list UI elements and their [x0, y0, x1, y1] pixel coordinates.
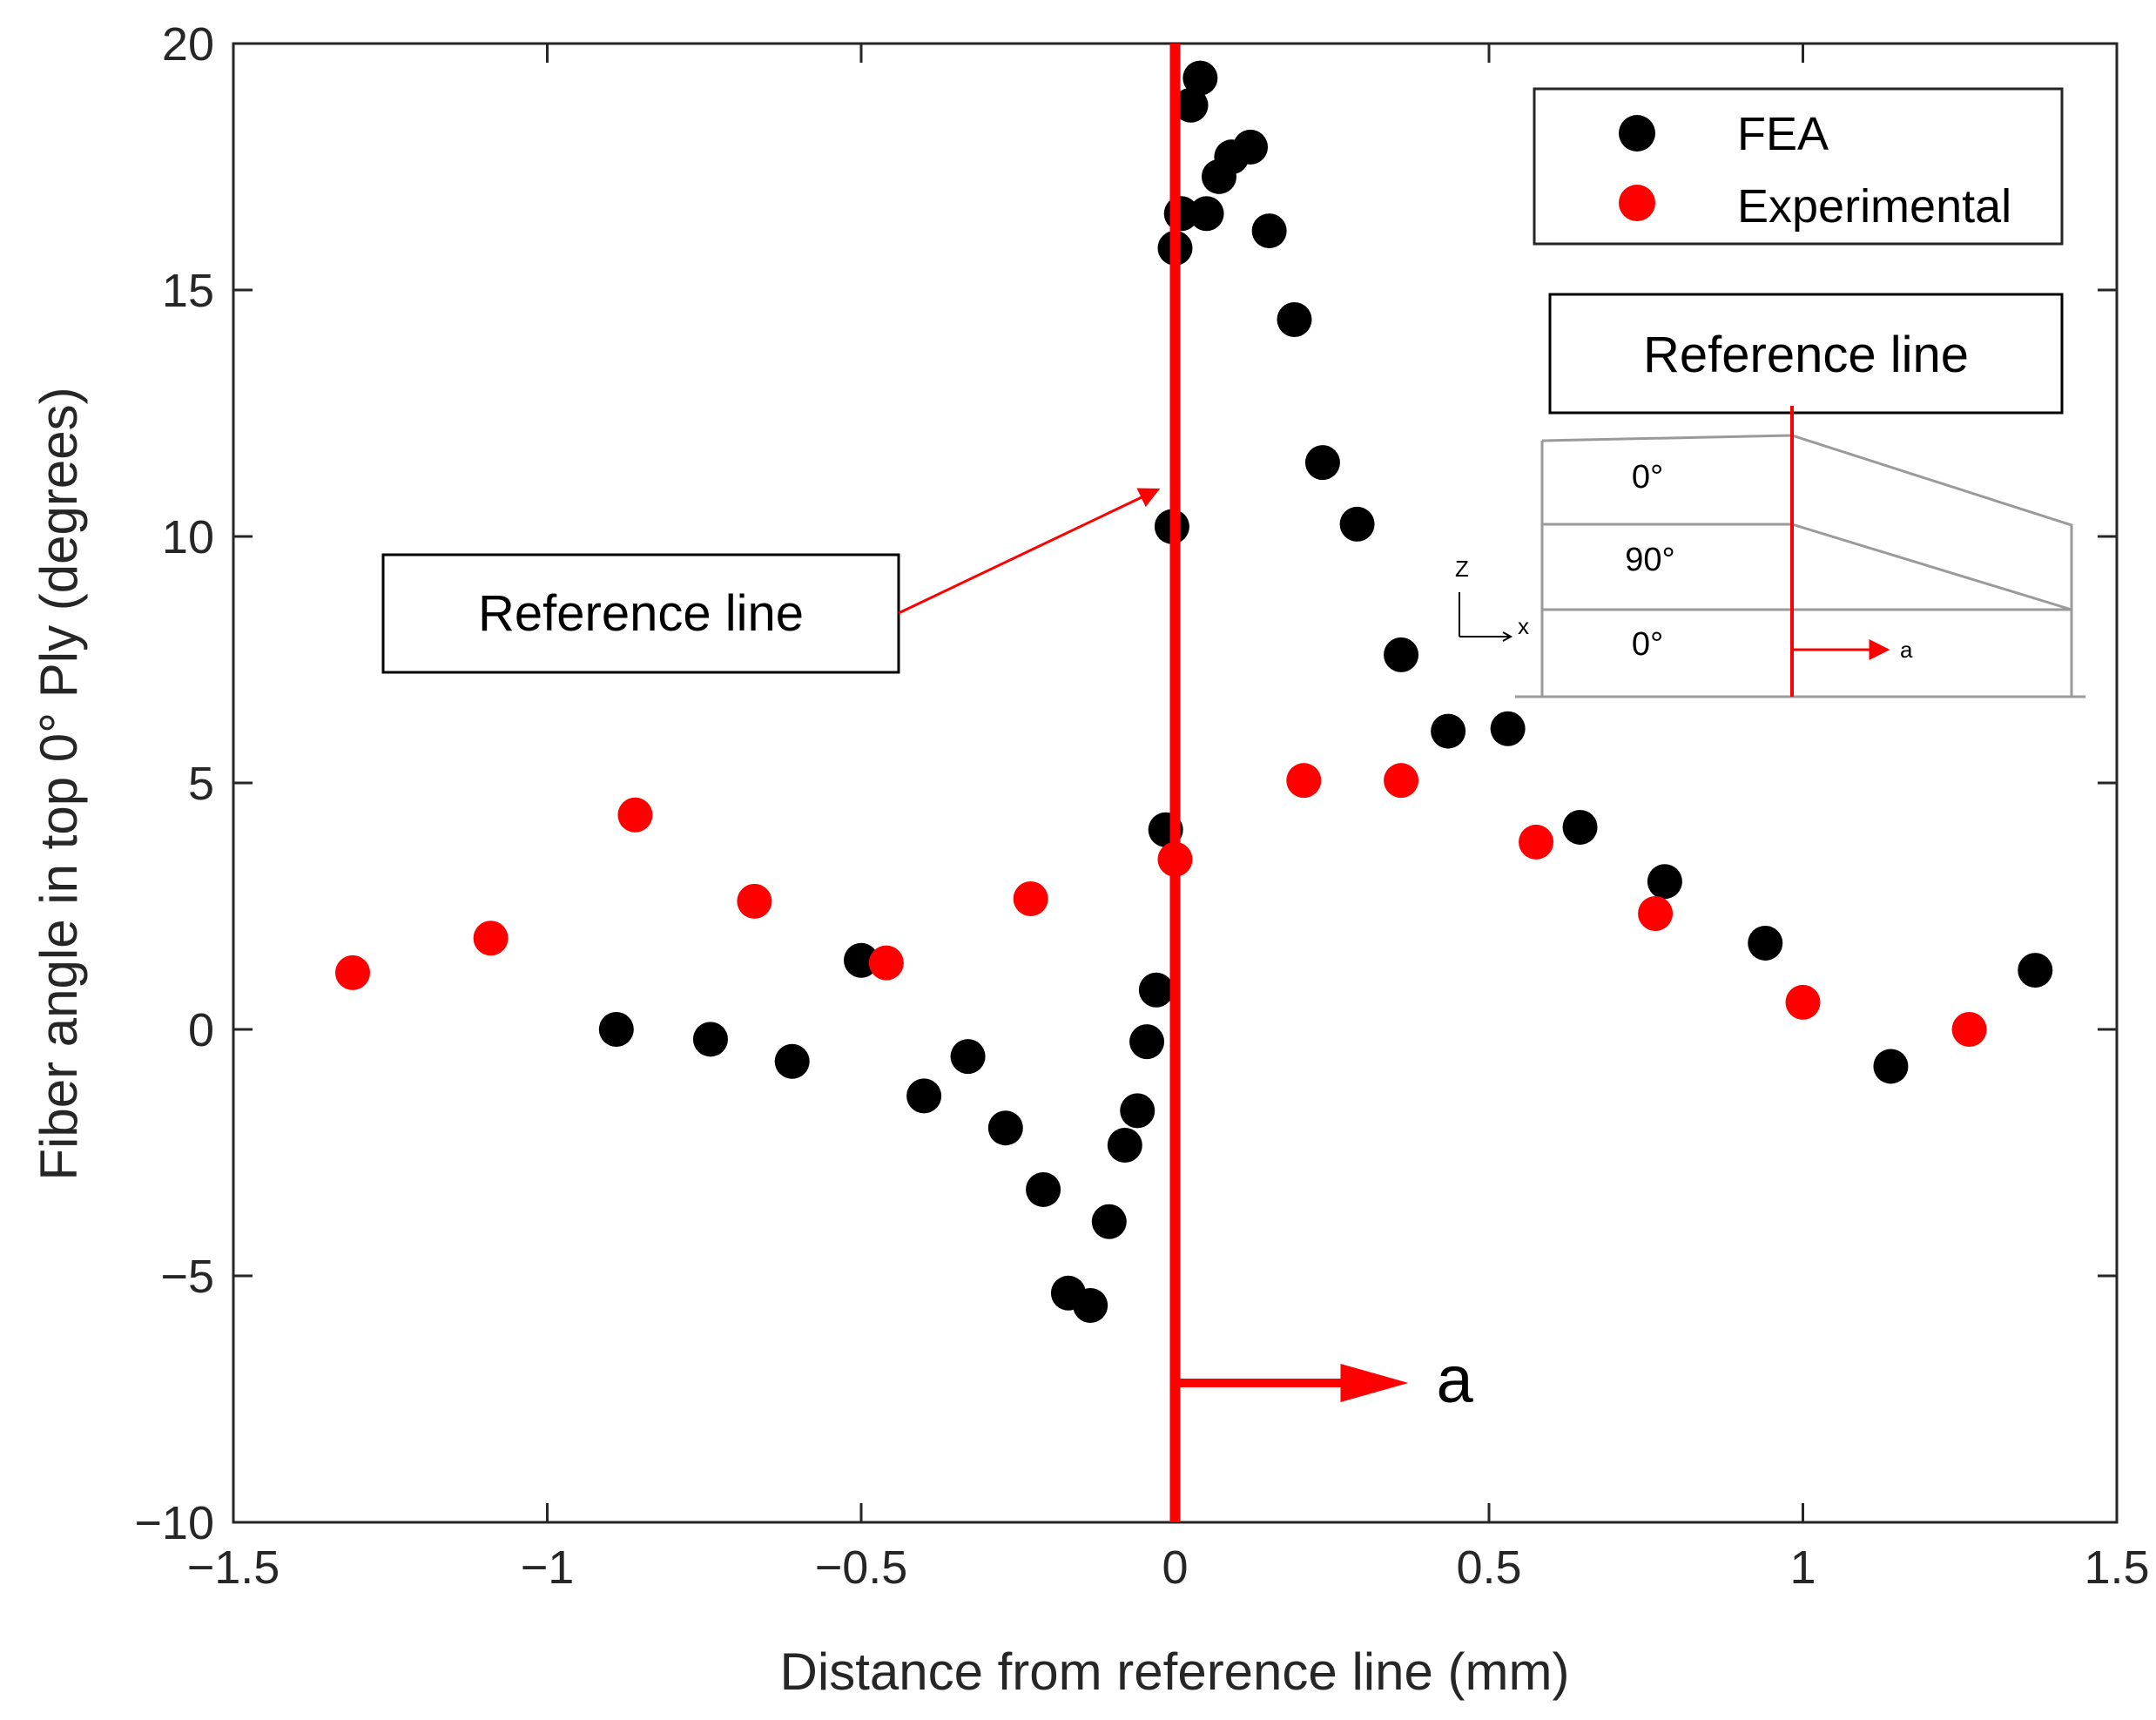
experimental-point — [334, 954, 370, 990]
fea-point — [906, 1078, 942, 1114]
experimental-point — [1785, 984, 1821, 1020]
fea-point — [692, 1022, 728, 1057]
y-axis-title: Fiber angle in top 0° Ply (degrees) — [30, 387, 88, 1180]
fea-point — [1091, 1204, 1127, 1239]
experimental-point — [1519, 824, 1554, 860]
x-tick-label: −1.5 — [187, 1541, 280, 1594]
experimental-point — [1951, 1012, 1987, 1047]
y-axis-ticks: −10 −5 0 5 10 15 20 — [134, 18, 2117, 1549]
x-tick-label: 0.5 — [1456, 1541, 1521, 1594]
inset-direction-label: a — [1900, 637, 1913, 663]
fea-point — [1647, 864, 1682, 900]
legend-experimental-marker — [1619, 185, 1655, 221]
fea-point — [1129, 1024, 1165, 1060]
y-tick-label: 5 — [188, 758, 214, 810]
inset-ply-label-middle: 90° — [1625, 542, 1674, 578]
fea-point — [1748, 925, 1783, 961]
callout-pointer-arrow — [898, 488, 1161, 615]
legend-fea-marker — [1619, 115, 1655, 152]
y-tick-label: 20 — [162, 18, 214, 71]
legend-experimental-label: Experimental — [1737, 180, 2011, 233]
x-axis-title: Distance from reference line (mm) — [780, 1642, 1570, 1701]
experimental-point — [1286, 763, 1322, 799]
experimental-point — [737, 883, 772, 919]
fea-point — [2018, 953, 2053, 988]
fea-point — [1233, 129, 1269, 165]
fea-point — [1490, 711, 1526, 746]
callout-box — [381, 553, 900, 674]
y-tick-label: −10 — [134, 1497, 214, 1549]
fea-point — [1431, 713, 1466, 749]
direction-arrow-head — [1340, 1364, 1409, 1402]
fea-point — [1304, 445, 1340, 481]
fea-point — [1277, 301, 1312, 337]
inset-axes-glyph — [1459, 592, 1513, 642]
fea-point — [1189, 196, 1224, 232]
y-tick-label: −5 — [160, 1251, 214, 1303]
legend: FEA Experimental — [1533, 87, 2064, 246]
x-tick-label: 0 — [1162, 1541, 1188, 1594]
experimental-point — [1013, 881, 1048, 917]
x-tick-label: 1 — [1789, 1541, 1816, 1594]
legend-box — [1533, 87, 2064, 246]
inset-ply-label-top: 0° — [1632, 459, 1663, 496]
inset-axis-x: x — [1518, 613, 1529, 639]
fea-point — [1107, 1128, 1142, 1164]
fea-point — [1120, 1093, 1155, 1129]
reference-line-callout: Reference line — [381, 488, 1161, 674]
fea-point — [1026, 1171, 1061, 1207]
fea-point — [1873, 1049, 1909, 1084]
experimental-point — [473, 921, 509, 956]
fea-point — [1339, 506, 1375, 542]
y-tick-label: 0 — [188, 1004, 214, 1056]
fea-point — [1562, 809, 1598, 845]
fea-point — [1073, 1287, 1108, 1323]
fea-point — [1251, 213, 1287, 249]
fea-point — [950, 1039, 986, 1075]
fea-point — [774, 1043, 810, 1079]
inset-title-box — [1548, 293, 2064, 415]
direction-label: a — [1437, 1343, 1474, 1417]
fea-point — [987, 1110, 1023, 1146]
experimental-point — [1384, 763, 1419, 799]
x-axis-ticks: −1.5 −1 −0.5 0 0.5 1 1.5 — [187, 44, 2150, 1594]
legend-fea-label: FEA — [1737, 108, 1829, 160]
fea-point — [844, 942, 879, 978]
laminate-drawing — [1515, 434, 2085, 698]
series-fea — [598, 60, 2053, 1323]
inset-axis-z: Z — [1455, 556, 1469, 582]
experimental-point — [617, 797, 653, 833]
y-tick-label: 10 — [162, 511, 214, 563]
fea-point — [1173, 87, 1209, 123]
callout-label: Reference line — [478, 585, 804, 642]
y-tick-label: 15 — [162, 265, 214, 317]
inset-schematic: Reference line a 0° 90° 0° Z x — [1455, 293, 2085, 698]
x-tick-label: −1 — [521, 1541, 575, 1594]
ply-taper-1 — [1791, 523, 2072, 611]
x-tick-label: 1.5 — [2084, 1541, 2149, 1594]
x-tick-label: −0.5 — [815, 1541, 908, 1594]
fea-point — [598, 1012, 634, 1047]
inset-ply-label-bottom: 0° — [1632, 626, 1663, 663]
fea-point — [1182, 60, 1218, 96]
experimental-point — [1638, 895, 1674, 931]
experimental-point — [868, 945, 904, 981]
fea-point — [1138, 972, 1174, 1008]
inset-title: Reference line — [1643, 327, 1969, 383]
fea-point — [1384, 637, 1419, 672]
direction-arrow: a — [1175, 1343, 1474, 1417]
